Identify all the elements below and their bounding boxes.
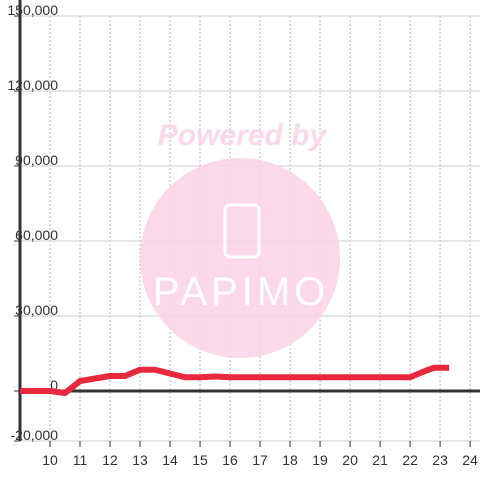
x-tick-label: 10 [42,452,58,468]
x-tick-label: 12 [102,452,118,468]
y-tick-label: 120,000 [7,77,58,93]
watermark: Powered by PAPIMO [140,119,340,358]
x-tick-label: 16 [222,452,238,468]
y-tick-label: 0 [50,377,58,393]
x-tick-label: 21 [372,452,388,468]
line [20,364,450,396]
x-tick-label: 15 [192,452,208,468]
y-tick-label: 150,000 [7,2,58,18]
x-tick-label: 18 [282,452,298,468]
x-tick-label: 19 [312,452,328,468]
watermark-phone [223,203,261,259]
x-tick-label: 11 [73,452,88,468]
x-tick-label: 17 [252,452,268,468]
y-tick-label: 90,000 [15,152,58,168]
y-tick-label: 60,000 [15,227,58,243]
watermark-brand: PAPIMO [153,270,330,314]
plot: 10 11 12 13 14 15 16 17 18 19 20 21 22 23 24 -20,000 0 30… [7,0,480,468]
x-tick-label: 23 [432,452,448,468]
x-tick-label: 22 [402,452,418,468]
watermark-title: Powered by [158,119,328,152]
x-tick-label: 20 [342,452,358,468]
x-tick-label: 14 [162,452,178,468]
x-tick-label: 24 [462,452,478,468]
y-tick-label: 30,000 [15,302,58,318]
x-tick-label: 13 [132,452,148,468]
y-tick-label: -20,000 [11,427,59,443]
